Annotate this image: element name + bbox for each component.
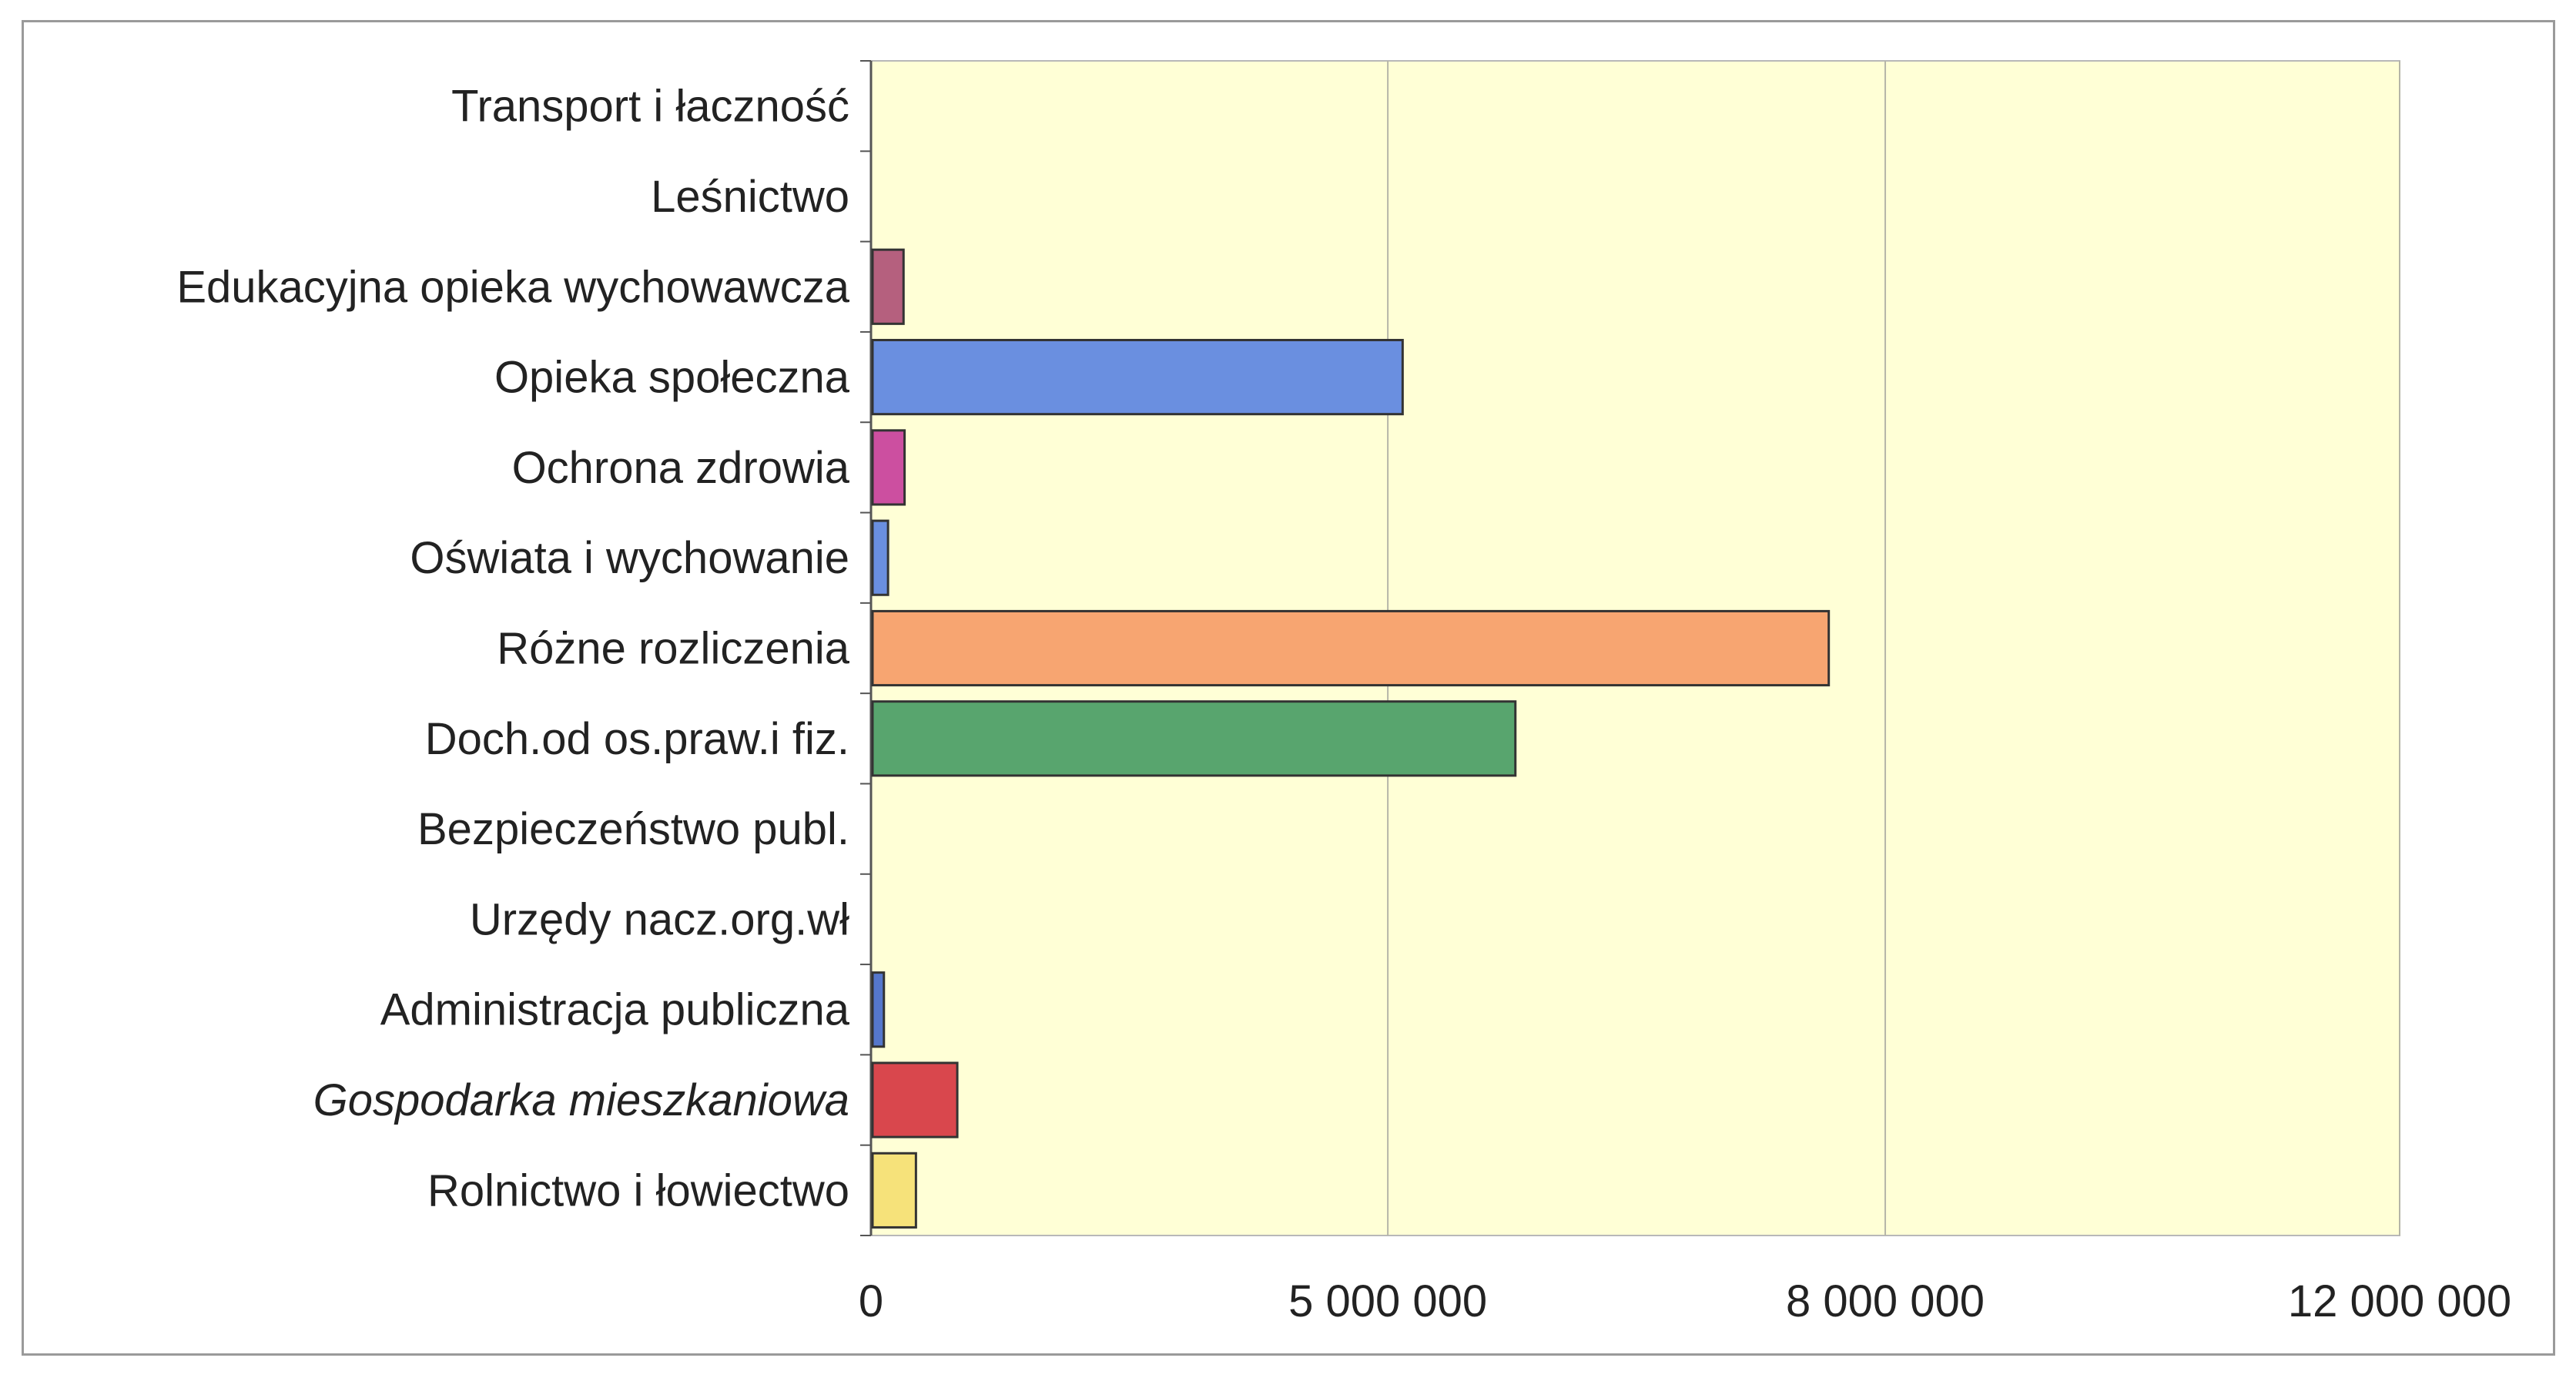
category-label: Administracja publiczna — [380, 985, 850, 1035]
bar — [871, 971, 886, 1048]
category-label: Oświata i wychowanie — [410, 533, 849, 583]
category-label: Transport i łaczność — [451, 82, 849, 132]
category-label: Doch.od os.praw.i fiz. — [425, 714, 849, 764]
bar — [871, 1061, 959, 1138]
category-label: Urzędy nacz.org.wł — [470, 894, 849, 944]
plot-area — [860, 60, 2400, 1236]
x-tick-label: 0 — [859, 1276, 883, 1326]
x-tick-label: 5 000 000 — [1288, 1276, 1487, 1326]
bar-chart: Transport i łaczność Leśnictwo Edukacyjna … — [176, 60, 2511, 1326]
category-label: Leśnictwo — [651, 172, 849, 222]
category-label: Gospodarka mieszkaniowa — [313, 1075, 849, 1125]
x-tick-label: 8 000 000 — [1786, 1276, 1985, 1326]
bar — [871, 519, 889, 596]
category-label: Opieka społeczna — [494, 353, 850, 403]
category-label: Rolnictwo i łowiectwo — [427, 1165, 849, 1215]
bar — [871, 609, 1831, 687]
category-label: Ochrona zdrowia — [512, 443, 850, 493]
bar — [871, 429, 906, 506]
category-label: Edukacyjna opieka wychowawcza — [176, 262, 849, 312]
category-label: Bezpieczeństwo publ. — [417, 804, 849, 854]
bar — [871, 1152, 917, 1229]
category-labels: Transport i łaczność Leśnictwo Edukacyjna … — [176, 82, 849, 1216]
bar — [871, 338, 1404, 416]
bar — [871, 700, 1517, 777]
chart-frame: Transport i łaczność Leśnictwo Edukacyjna … — [22, 20, 2555, 1356]
x-tick-label: 12 000 000 — [2288, 1276, 2511, 1326]
x-axis-ticks: 0 5 000 000 8 000 000 12 000 000 — [859, 1276, 2511, 1326]
bar — [871, 248, 905, 325]
category-label: Różne rozliczenia — [497, 624, 850, 674]
